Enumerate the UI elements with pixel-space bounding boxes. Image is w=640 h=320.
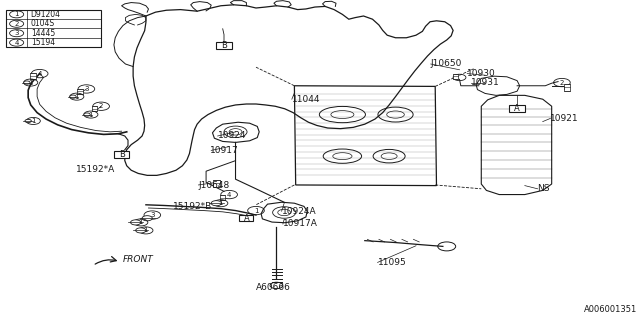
Text: 1: 1 — [74, 94, 79, 100]
Text: A60666: A60666 — [256, 284, 291, 292]
FancyBboxPatch shape — [77, 89, 83, 94]
Text: 15192*A: 15192*A — [76, 165, 115, 174]
Circle shape — [211, 201, 221, 206]
Text: 2: 2 — [560, 80, 564, 85]
Text: 14445: 14445 — [31, 29, 55, 38]
Text: NS: NS — [538, 184, 550, 193]
Text: 15192*B: 15192*B — [173, 202, 212, 211]
Text: 1: 1 — [218, 200, 223, 206]
Text: J10648: J10648 — [198, 181, 230, 190]
FancyBboxPatch shape — [213, 180, 220, 187]
Text: 10924A: 10924A — [282, 207, 316, 216]
Text: 4: 4 — [227, 192, 231, 197]
Text: 0104S: 0104S — [31, 19, 55, 28]
Bar — [6, 10, 101, 47]
Text: 11095: 11095 — [378, 258, 406, 267]
Text: FRONT: FRONT — [123, 255, 154, 264]
Text: 3: 3 — [84, 86, 89, 92]
Text: A: A — [244, 214, 249, 223]
Text: A: A — [515, 104, 520, 113]
FancyBboxPatch shape — [239, 215, 253, 221]
FancyBboxPatch shape — [453, 74, 458, 79]
Text: 15194: 15194 — [31, 38, 55, 47]
Text: 4: 4 — [38, 71, 42, 76]
Text: D91204: D91204 — [31, 10, 61, 19]
Text: 10931: 10931 — [471, 78, 500, 87]
Circle shape — [70, 95, 76, 98]
Text: J10650: J10650 — [431, 60, 462, 68]
Text: 3: 3 — [150, 212, 155, 218]
Text: 1: 1 — [138, 220, 143, 225]
Text: B: B — [118, 150, 125, 159]
Text: 10921: 10921 — [550, 114, 579, 123]
Text: 10917: 10917 — [210, 146, 239, 155]
Circle shape — [136, 228, 146, 233]
Text: 4: 4 — [15, 40, 19, 46]
Text: 3: 3 — [14, 30, 19, 36]
FancyBboxPatch shape — [216, 42, 232, 49]
Text: B: B — [221, 41, 227, 50]
Text: 2: 2 — [99, 103, 103, 109]
Text: 10930: 10930 — [467, 69, 496, 78]
FancyBboxPatch shape — [564, 84, 570, 91]
Text: 11044: 11044 — [292, 95, 321, 104]
Text: 1: 1 — [14, 11, 19, 17]
Text: 10924: 10924 — [218, 132, 246, 140]
Circle shape — [24, 81, 30, 84]
Text: A006001351: A006001351 — [584, 305, 637, 314]
FancyBboxPatch shape — [509, 105, 525, 112]
Text: 10917A: 10917A — [283, 220, 317, 228]
Text: 1: 1 — [253, 208, 259, 213]
Circle shape — [84, 113, 90, 116]
FancyBboxPatch shape — [92, 106, 97, 111]
Text: 1: 1 — [28, 80, 33, 85]
Text: 1: 1 — [31, 118, 36, 124]
Circle shape — [131, 220, 141, 225]
Circle shape — [25, 119, 31, 123]
Text: 2: 2 — [15, 21, 19, 27]
Text: 1: 1 — [88, 112, 93, 117]
FancyBboxPatch shape — [31, 73, 36, 79]
Circle shape — [142, 216, 152, 221]
FancyBboxPatch shape — [220, 195, 225, 200]
Text: 1: 1 — [143, 228, 148, 233]
FancyBboxPatch shape — [114, 151, 129, 158]
